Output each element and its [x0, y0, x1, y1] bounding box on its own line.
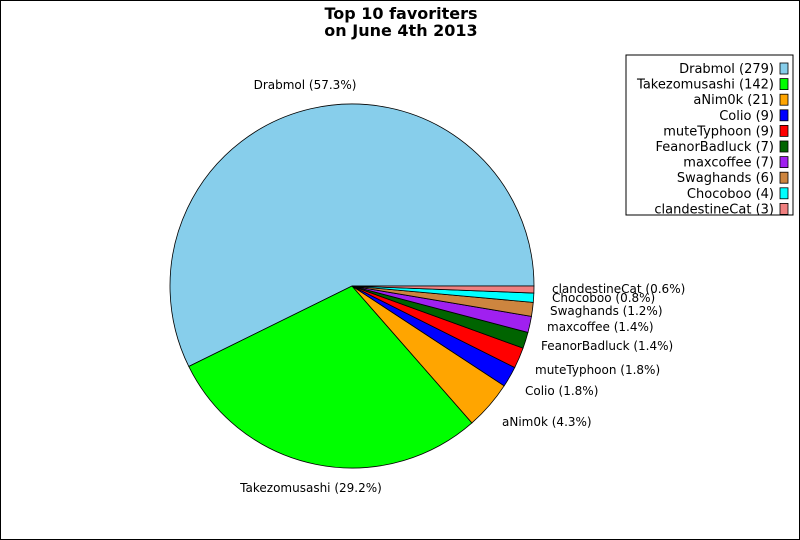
legend-label-clandestinecat: clandestineCat (3)	[654, 202, 774, 217]
legend-label-colio: Colio (9)	[719, 109, 774, 124]
chart-title-line-2: on June 4th 2013	[324, 21, 477, 40]
legend-swatch-colio	[779, 109, 789, 122]
slice-label-maxcoffee: maxcoffee (1.4%)	[547, 320, 654, 334]
legend-swatch-drabmol	[779, 62, 789, 75]
legend-swatch-clandestinecat	[779, 202, 789, 215]
slice-label-chocoboo: Chocoboo (0.8%)	[552, 291, 655, 305]
slice-label-drabmol: Drabmol (57.3%)	[254, 78, 357, 92]
slice-label-colio: Colio (1.8%)	[525, 384, 598, 398]
pie-slice-drabmol	[169, 103, 535, 368]
legend-label-maxcoffee: maxcoffee (7)	[683, 156, 774, 171]
slice-label-anim0k: aNim0k (4.3%)	[502, 415, 592, 429]
pie-slice-clandestinecat	[351, 285, 535, 294]
pie-slices	[169, 103, 535, 469]
legend-label-swaghands: Swaghands (6)	[677, 171, 774, 186]
legend-swatch-anim0k	[779, 93, 789, 106]
slice-label-swaghands: Swaghands (1.2%)	[550, 304, 663, 318]
chart-title-line-1: Top 10 favoriters	[324, 4, 477, 23]
pie-slice-takezomusashi	[188, 285, 473, 469]
chart-title: Top 10 favoriters on June 4th 2013	[324, 4, 477, 40]
slice-labels: Drabmol (57.3%) Takezomusashi (29.2%) aNim…	[239, 78, 685, 495]
slice-label-mutetyphoon: muteTyphoon (1.8%)	[535, 363, 660, 377]
legend-swatch-mutetyphoon	[779, 125, 789, 137]
legend-label-feanorbadluck: FeanorBadluck (7)	[656, 140, 774, 155]
slice-label-feanorbadluck: FeanorBadluck (1.4%)	[541, 339, 673, 353]
legend: Drabmol (279)Takezomusashi (142)aNim0k (…	[625, 54, 794, 217]
legend-label-chocoboo: Chocoboo (4)	[687, 187, 774, 202]
legend-swatch-takezomusashi	[779, 78, 789, 90]
legend-swatch-feanorbadluck	[779, 140, 789, 153]
legend-label-anim0k: aNim0k (21)	[693, 93, 774, 108]
legend-swatch-maxcoffee	[779, 156, 789, 169]
slice-label-clandestinecat: clandestineCat (0.6%)	[552, 282, 685, 296]
legend-label-takezomusashi: Takezomusashi (142)	[636, 78, 774, 93]
legend-swatch-swaghands	[779, 171, 789, 184]
legend-swatch-chocoboo	[779, 187, 789, 200]
legend-label-mutetyphoon: muteTyphoon (9)	[663, 124, 774, 139]
slice-label-takezomusashi: Takezomusashi (29.2%)	[239, 481, 382, 495]
legend-label-drabmol: Drabmol (279)	[679, 62, 774, 77]
legend-box	[625, 54, 794, 216]
